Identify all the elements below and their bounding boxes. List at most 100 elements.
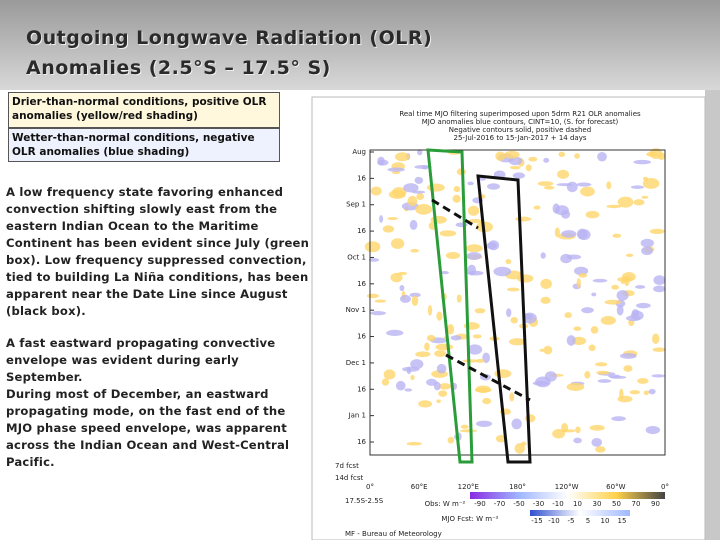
fcst-tick: 10 (601, 517, 610, 525)
region-label: 17.5S-2.5S (345, 497, 384, 505)
obs-tick: -30 (533, 500, 544, 508)
black-box (476, 174, 532, 464)
shading-blob (616, 290, 629, 301)
shading-blob (596, 370, 610, 375)
shading-blob (600, 315, 616, 325)
shading-blob (528, 156, 538, 162)
shading-blob (606, 181, 612, 190)
obs-tick: -70 (494, 500, 505, 508)
shading-blob (488, 240, 500, 251)
shading-blob (578, 273, 588, 278)
shading-blob (379, 215, 384, 223)
x-label: 60°E (411, 483, 428, 491)
shading-blob (466, 252, 482, 261)
shading-blob (487, 183, 501, 190)
shading-blob (426, 378, 438, 386)
y-label: 16 (357, 174, 366, 182)
shading-blob (426, 183, 445, 192)
shading-blob (390, 238, 405, 249)
shading-blob (387, 167, 405, 172)
shading-blob (377, 159, 389, 166)
shading-blob (566, 382, 585, 391)
shading-blob (364, 241, 381, 253)
shading-blob (573, 326, 582, 331)
shading-blob (509, 165, 521, 170)
obs-tick: -50 (513, 500, 524, 508)
shading-blob (539, 348, 545, 352)
anomaly-shading (364, 148, 666, 454)
shading-blob (641, 246, 653, 256)
paragraph: A fast eastward propagating convective e… (6, 336, 276, 384)
shading-blob (543, 345, 553, 355)
shading-blob (525, 164, 532, 172)
shading-blob (407, 195, 418, 207)
obs-tick: -10 (552, 500, 563, 508)
y-label: 16 (357, 385, 366, 393)
shading-blob (652, 347, 666, 352)
shading-blob (540, 278, 552, 289)
shading-blob (606, 204, 622, 209)
shading-blob (409, 219, 418, 230)
shading-blob (450, 335, 462, 341)
shading-blob (402, 366, 420, 372)
shading-blob (511, 418, 522, 430)
shading-blob (584, 371, 591, 379)
shading-blob (453, 185, 461, 193)
shading-blob (462, 359, 479, 363)
shading-blob (612, 233, 622, 238)
shading-blob (366, 293, 379, 299)
fcst-tick: -15 (531, 517, 542, 525)
shading-blob (472, 334, 482, 339)
shading-blob (564, 312, 572, 319)
shading-blob (383, 369, 396, 380)
shading-blob (543, 185, 555, 190)
shading-blob (648, 388, 656, 395)
forecast-label: 7d fcst (335, 462, 359, 470)
shading-blob (456, 294, 462, 303)
shading-blob (591, 292, 597, 297)
shading-blob (424, 342, 430, 351)
shading-blob (625, 253, 634, 258)
y-label: Jan 1 (348, 412, 366, 420)
shading-blob (368, 258, 380, 262)
shading-blob (392, 187, 407, 198)
shading-blob (585, 210, 600, 219)
paragraph: A low frequency state favoring enhanced … (6, 185, 310, 318)
y-label: 16 (357, 438, 366, 446)
shading-blob (465, 244, 483, 253)
x-label: 120°E (458, 483, 479, 491)
fcst-tick: 15 (618, 517, 627, 525)
shading-blob (619, 388, 624, 400)
shading-blob (537, 181, 554, 187)
shading-blob (478, 177, 486, 181)
shading-blob (576, 278, 581, 288)
shading-blob (495, 435, 506, 443)
shading-blob (415, 351, 431, 358)
shading-blob (592, 278, 608, 283)
shading-blob (474, 308, 486, 314)
shading-blob (416, 193, 425, 200)
fcst-tick: 5 (586, 517, 590, 525)
shading-blob (406, 441, 423, 446)
shading-blob (386, 329, 404, 337)
shading-blob (404, 388, 413, 392)
legend-box: Drier-than-normal conditions, positive O… (8, 92, 280, 128)
shading-blob (439, 230, 457, 237)
shading-blob (436, 363, 447, 374)
shading-blob (426, 334, 436, 342)
x-label: 180° (509, 483, 526, 491)
y-label: 16 (357, 333, 366, 341)
shading-blob (543, 157, 550, 163)
shading-blob (510, 316, 518, 324)
shading-blob (411, 295, 419, 307)
y-label: 16 (357, 280, 366, 288)
shading-blob (399, 284, 405, 292)
shading-blob (646, 151, 658, 157)
shading-blob (411, 190, 426, 194)
fcst-tick: -10 (548, 517, 559, 525)
shading-blob (556, 183, 573, 187)
shading-blob (436, 399, 441, 403)
shading-blob (370, 186, 382, 196)
shading-blob (629, 390, 641, 395)
title: Outgoing Longwave Radiation (OLR) (26, 27, 433, 49)
